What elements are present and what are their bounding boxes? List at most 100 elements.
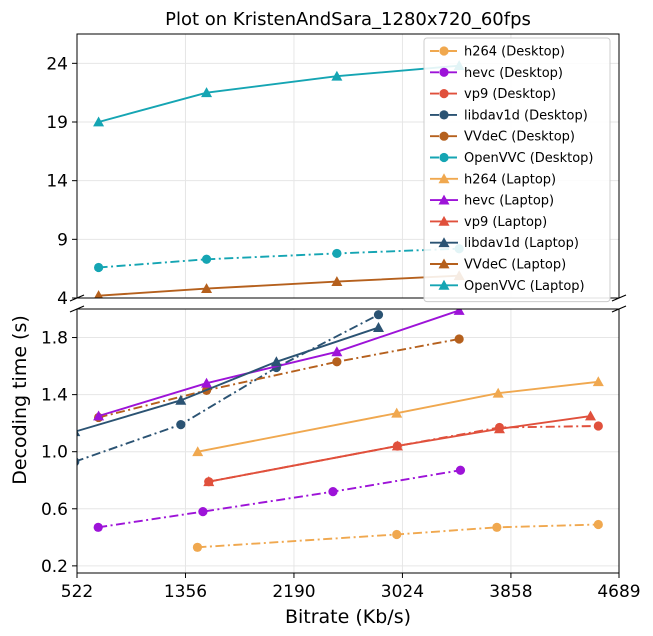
- x-tick-label: 3858: [489, 582, 532, 602]
- x-tick-label: 3024: [381, 582, 424, 602]
- series-line: [197, 380, 599, 453]
- y-axis-label: Decoding time (s): [9, 315, 31, 485]
- data-point: [201, 283, 213, 294]
- upper-y-ticks: 4 9 14 19 24: [46, 54, 77, 309]
- data-point: [94, 290, 103, 298]
- legend-item: OpenVVC (Desktop): [430, 151, 593, 166]
- legend-item: libdav1d (Laptop): [430, 236, 579, 251]
- data-point: [492, 522, 502, 532]
- legend-label: libdav1d (Desktop): [464, 108, 588, 123]
- series-line: [208, 425, 599, 483]
- legend-item: VVdeC (Laptop): [430, 258, 566, 273]
- data-point: [175, 394, 187, 405]
- data-point: [201, 87, 213, 98]
- x-axis-label: Bitrate (Kb/s): [285, 606, 411, 628]
- x-ticks: 522 1356 2190 3024 3858 4689: [61, 573, 641, 602]
- lower-plot-frame: [76, 308, 620, 574]
- legend-marker: [439, 67, 449, 77]
- legend: h264 (Desktop) hevc (Desktop) vp9 (Desktop…: [423, 37, 611, 303]
- data-point: [270, 356, 282, 367]
- data-point: [77, 457, 80, 466]
- series-vvdec-laptop: [94, 270, 465, 298]
- data-point: [328, 487, 338, 497]
- x-tick-label: 522: [61, 582, 93, 602]
- series-line: [98, 309, 460, 417]
- series-hevc-laptop: [93, 309, 465, 421]
- series-libdav1d-laptop: [77, 322, 385, 437]
- data-point: [585, 410, 597, 421]
- series-h264-laptop: [192, 376, 604, 457]
- lower-y-ticks: 0.2 0.6 1.0 1.4 1.8: [41, 329, 77, 577]
- y-tick-label: 24: [46, 54, 68, 74]
- legend-item: vp9 (Desktop): [430, 87, 556, 102]
- y-tick-label: 1.8: [41, 329, 68, 349]
- legend-item: hevc (Laptop): [430, 194, 554, 209]
- series-line: [197, 523, 599, 549]
- legend-label: VVdeC (Laptop): [464, 258, 566, 273]
- data-point: [192, 542, 203, 552]
- data-point: [373, 322, 385, 332]
- series-libdav1d-desktop: [77, 310, 384, 466]
- legend-item: vp9 (Laptop): [430, 215, 547, 230]
- legend-item: hevc (Desktop): [430, 66, 563, 81]
- legend-label: hevc (Laptop): [464, 194, 554, 209]
- series-hevc-desktop: [93, 465, 466, 532]
- y-tick-label: 0.2: [41, 557, 68, 577]
- data-point: [93, 116, 105, 127]
- series-vp9-laptop: [203, 410, 597, 487]
- data-point: [332, 248, 342, 259]
- legend-marker: [438, 173, 450, 184]
- legend-label: libdav1d (Laptop): [464, 236, 579, 251]
- series-line: [208, 415, 591, 483]
- data-point: [453, 309, 465, 315]
- x-tick-label: 1356: [164, 582, 207, 602]
- series-line: [98, 247, 460, 269]
- y-tick-label: 1.0: [41, 443, 68, 463]
- legend-label: vp9 (Laptop): [464, 215, 547, 230]
- y-tick-label: 0.6: [41, 500, 68, 520]
- legend-marker: [438, 279, 450, 290]
- legend-label: OpenVVC (Laptop): [464, 279, 585, 294]
- legend-marker: [439, 89, 449, 99]
- data-point: [201, 377, 213, 388]
- series-line: [77, 326, 379, 433]
- legend-label: OpenVVC (Desktop): [464, 151, 593, 166]
- data-point: [454, 334, 464, 344]
- y-tick-label: 1.4: [41, 386, 68, 406]
- data-point: [331, 70, 343, 81]
- legend-item: OpenVVC (Laptop): [430, 279, 585, 294]
- legend-marker: [438, 258, 450, 269]
- x-tick-label: 2190: [272, 582, 315, 602]
- series-line: [98, 338, 460, 419]
- series-line: [77, 313, 379, 462]
- series-line: [98, 274, 460, 297]
- legend-marker: [438, 194, 450, 205]
- series-vp9-desktop: [204, 421, 603, 487]
- data-point: [493, 423, 505, 434]
- data-point: [391, 407, 403, 418]
- data-point: [201, 254, 212, 264]
- data-point: [93, 262, 104, 273]
- legend-marker: [438, 237, 450, 248]
- data-point: [77, 430, 81, 437]
- lower-series: [77, 309, 604, 552]
- legend-item: h264 (Laptop): [430, 172, 556, 187]
- data-point: [176, 419, 186, 430]
- legend-marker: [439, 110, 449, 120]
- y-tick-label: 4: [57, 289, 68, 309]
- data-point: [331, 276, 343, 286]
- data-point: [198, 507, 208, 517]
- data-point: [592, 376, 604, 387]
- legend-label: vp9 (Desktop): [464, 87, 556, 102]
- y-tick-label: 14: [46, 172, 68, 192]
- series-line: [98, 64, 460, 123]
- data-point: [93, 410, 105, 421]
- data-point: [455, 465, 466, 475]
- legend-label: VVdeC (Desktop): [464, 130, 575, 145]
- legend-marker: [439, 46, 449, 56]
- legend-label: hevc (Desktop): [464, 66, 563, 81]
- upper-series: [93, 60, 465, 298]
- x-tick-label: 4689: [597, 582, 640, 602]
- series-h264-desktop: [192, 519, 603, 552]
